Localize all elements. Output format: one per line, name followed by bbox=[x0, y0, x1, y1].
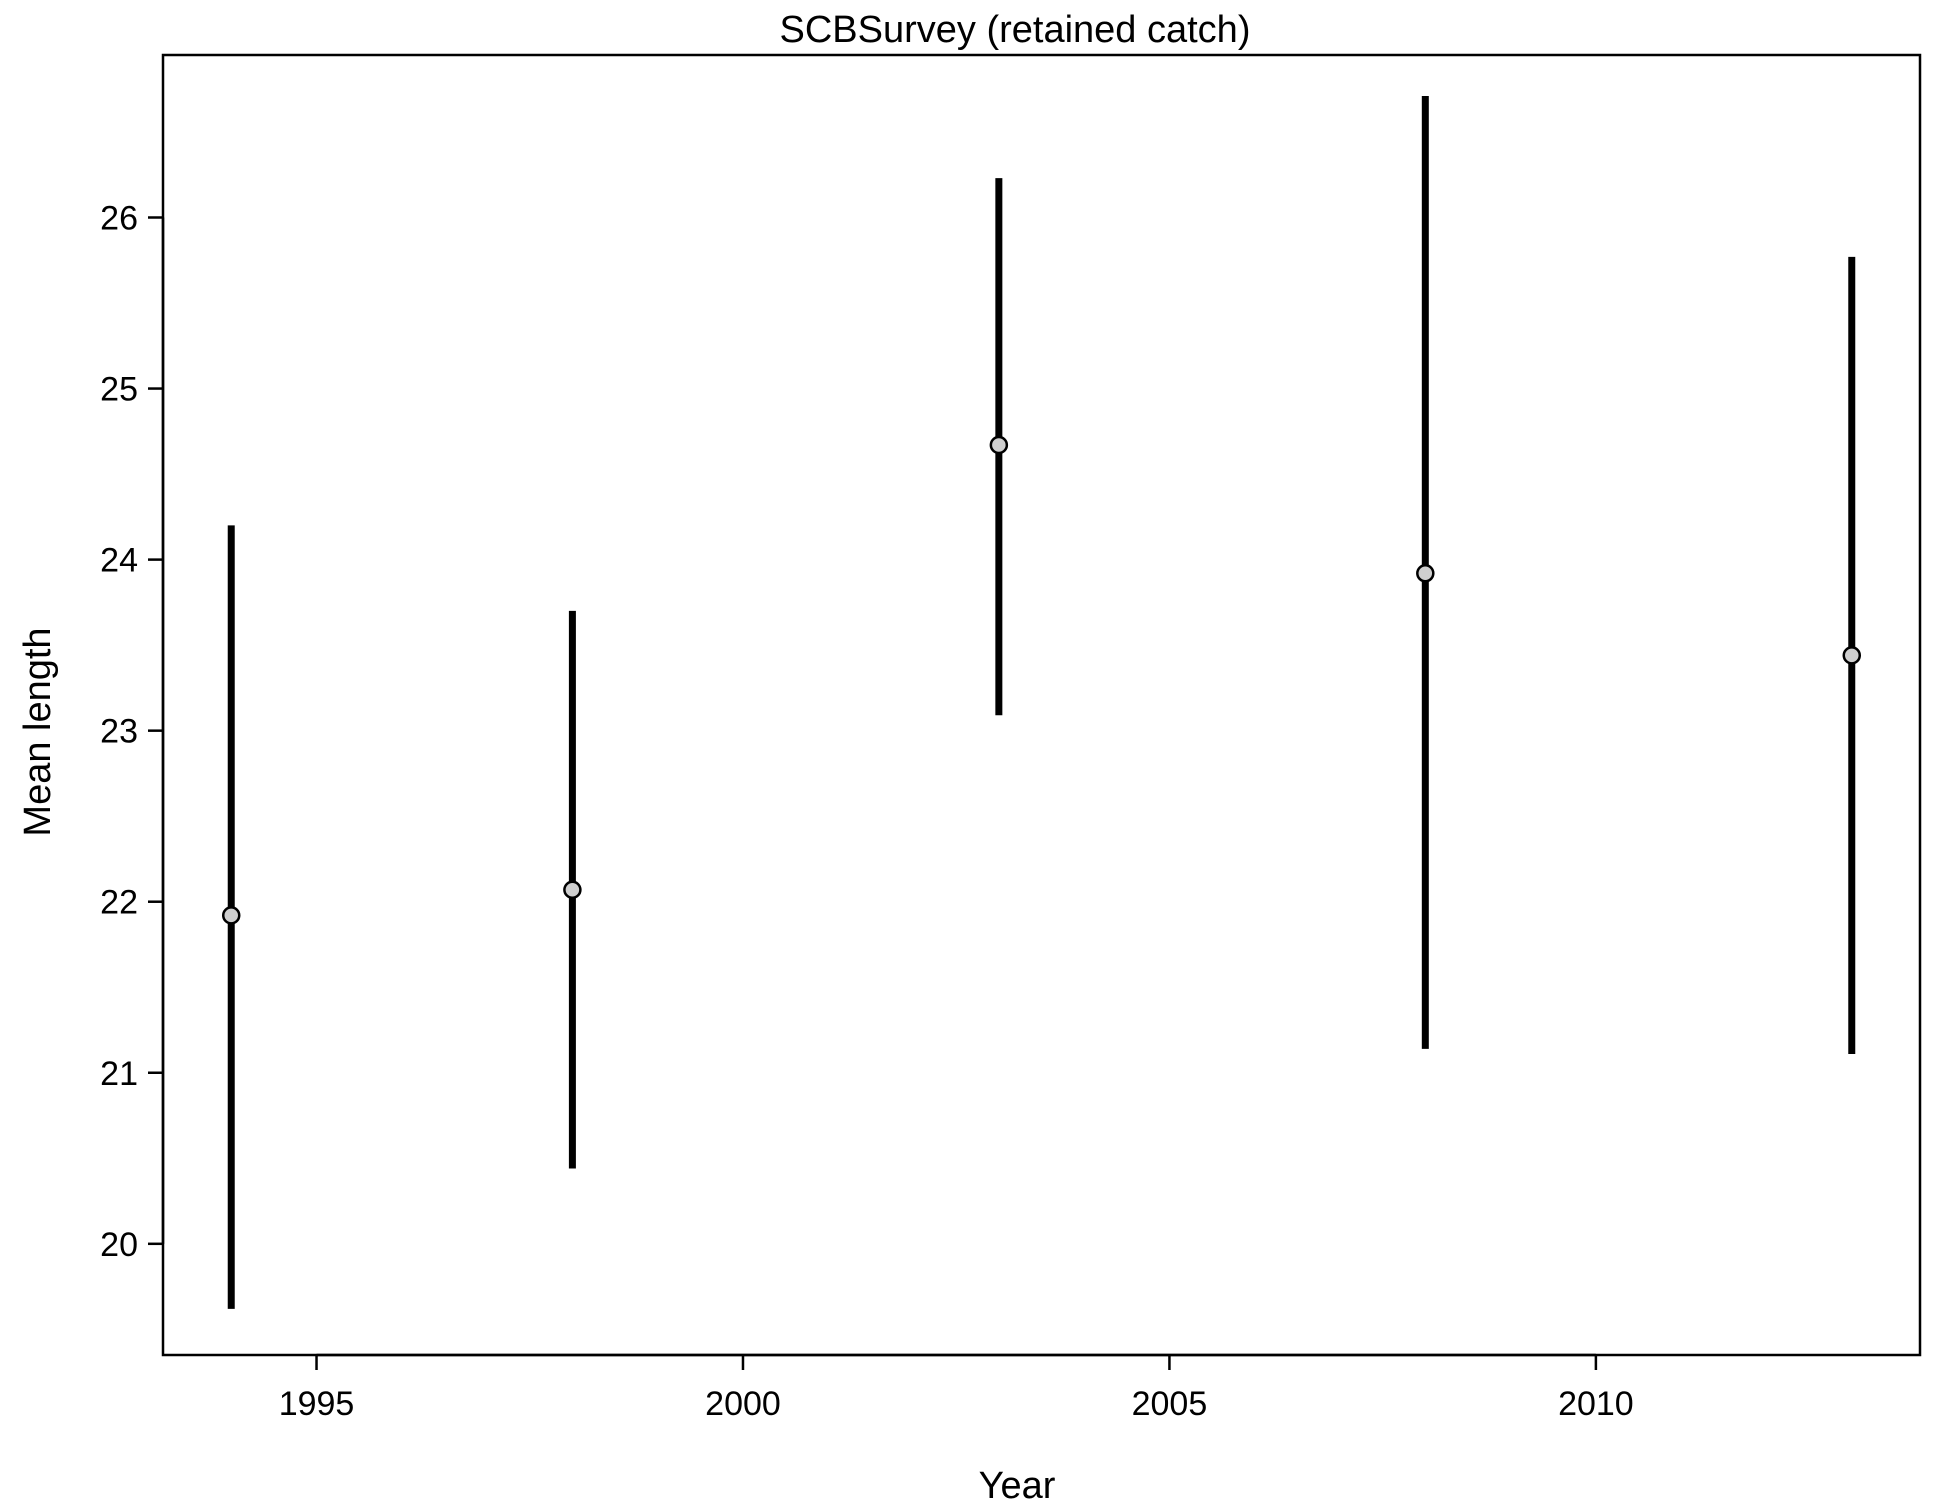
y-axis-label: Mean length bbox=[17, 627, 59, 836]
data-point bbox=[563, 880, 582, 899]
x-axis: 1995 2000 2005 2010 bbox=[279, 1353, 1634, 1423]
data-point bbox=[221, 906, 241, 925]
chart-title: SCBSurvey (retained catch) bbox=[780, 9, 1251, 51]
y-tick-label: 24 bbox=[100, 542, 138, 580]
y-tick-label: 21 bbox=[100, 1055, 138, 1093]
data-point bbox=[1416, 564, 1435, 583]
y-tick-label: 20 bbox=[100, 1226, 138, 1264]
data-point bbox=[989, 435, 1009, 455]
y-axis: 20 21 22 23 24 25 26 bbox=[100, 200, 165, 1264]
y-tick-label: 23 bbox=[100, 713, 138, 751]
x-axis-label: Year bbox=[979, 1465, 1056, 1500]
data-marks bbox=[221, 96, 1862, 1309]
y-tick-label: 25 bbox=[100, 371, 138, 409]
x-tick-label: 2005 bbox=[1132, 1385, 1208, 1423]
x-tick-label: 2000 bbox=[705, 1385, 781, 1423]
plot-frame bbox=[161, 53, 1922, 1357]
y-tick-label: 22 bbox=[100, 884, 138, 922]
data-point bbox=[1842, 646, 1862, 665]
y-tick-label: 26 bbox=[100, 200, 138, 238]
x-tick-label: 1995 bbox=[279, 1385, 355, 1423]
x-tick-label: 2010 bbox=[1558, 1385, 1634, 1423]
